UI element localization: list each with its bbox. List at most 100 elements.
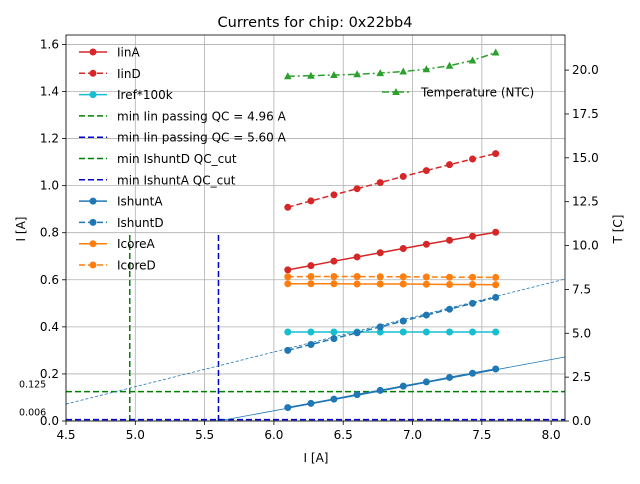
legend2-label-temperature-ntc: Temperature (NTC) xyxy=(420,86,534,100)
data-point-icorea-6 xyxy=(422,280,430,288)
y2-tick-label-4: 10.0 xyxy=(572,239,599,253)
legend-marker-icored xyxy=(89,261,97,269)
axes-layer: 0.125 0.006 4.5 5.0 5.5 6.0 6.5 7.0 7.5 8.0 0.0 0.2… xyxy=(19,34,599,442)
data-point-ishunta-9 xyxy=(492,365,500,373)
data-point-iina-7 xyxy=(446,236,454,244)
data-point-ishuntd-2 xyxy=(330,335,338,343)
data-point-icored-2 xyxy=(330,272,338,280)
legend-label-icorea: IcoreA xyxy=(117,237,156,251)
data-point-ishuntd-4 xyxy=(376,323,384,331)
x-tick-label-2: 5.5 xyxy=(195,428,214,442)
data-point-iina-3 xyxy=(353,253,361,261)
data-point-iref-100k-6 xyxy=(422,328,430,336)
x-axis-label: I [A] xyxy=(304,451,329,465)
data-point-iind-1 xyxy=(307,197,315,205)
data-point-temperature-ntc-9 xyxy=(491,48,500,56)
data-point-iind-5 xyxy=(399,172,407,180)
series-line-icored xyxy=(287,275,496,279)
y-tick-label-3: 0.6 xyxy=(40,273,59,287)
data-point-icored-6 xyxy=(422,273,430,281)
data-point-ishunta-4 xyxy=(376,386,384,394)
x-tick-label-0: 4.5 xyxy=(56,428,75,442)
data-point-icorea-4 xyxy=(376,280,384,288)
data-point-icored-3 xyxy=(353,272,361,280)
data-point-temperature-ntc-6 xyxy=(422,65,431,73)
legend-label-min-ishuntd-qc-cut: min IshuntD QC_cut xyxy=(117,152,237,166)
data-point-ishunta-3 xyxy=(353,391,361,399)
data-point-iina-0 xyxy=(284,266,292,274)
data-point-iind-6 xyxy=(422,167,430,175)
data-point-icored-1 xyxy=(307,272,315,280)
y-tick-label-0: 0.0 xyxy=(40,414,59,428)
data-point-iina-1 xyxy=(307,262,315,270)
data-point-ishunta-0 xyxy=(284,404,292,412)
data-point-iina-8 xyxy=(469,232,477,240)
data-point-temperature-ntc-1 xyxy=(307,71,315,79)
y-tick-label-4: 0.8 xyxy=(40,226,59,240)
y2-tick-label-3: 7.5 xyxy=(572,282,591,296)
data-point-iref-100k-2 xyxy=(330,328,338,336)
data-point-iina-4 xyxy=(376,249,384,257)
data-point-ishunta-6 xyxy=(422,378,430,386)
data-point-iina-2 xyxy=(330,257,338,265)
legend2-marker-temperature-ntc xyxy=(392,88,400,95)
data-point-icored-7 xyxy=(446,273,454,281)
data-point-ishuntd-5 xyxy=(399,317,407,325)
data-point-icored-4 xyxy=(376,273,384,281)
data-point-ishuntd-6 xyxy=(422,311,430,319)
data-point-temperature-ntc-8 xyxy=(468,56,477,64)
legend-label-min-iin-passing-qc-5-60-a: min Iin passing QC = 5.60 A xyxy=(117,131,287,145)
annotation-label-1: 0.006 xyxy=(19,408,46,419)
x-tick-label-6: 7.5 xyxy=(472,428,491,442)
data-point-icorea-2 xyxy=(330,280,338,288)
data-point-temperature-ntc-5 xyxy=(399,67,408,75)
data-point-icorea-9 xyxy=(492,281,500,289)
legend-marker-ishunta xyxy=(89,197,97,205)
data-point-iind-4 xyxy=(376,179,384,187)
data-point-icorea-8 xyxy=(469,280,477,288)
data-point-icorea-7 xyxy=(446,280,454,288)
x-tick-label-7: 8.0 xyxy=(542,428,561,442)
plot-clipped-group xyxy=(66,48,565,421)
legend-label-icored: IcoreD xyxy=(117,259,156,273)
data-point-iind-2 xyxy=(330,191,338,199)
legend-layer: IinA IinD Iref*100k min Iin passing QC = 4.… xyxy=(79,46,534,273)
x-tick-label-4: 6.5 xyxy=(334,428,353,442)
data-point-temperature-ntc-4 xyxy=(376,69,385,77)
data-point-iina-5 xyxy=(399,244,407,252)
legend-marker-iind xyxy=(89,69,97,77)
legend-marker-icorea xyxy=(89,240,97,248)
data-point-ishunta-2 xyxy=(330,395,338,403)
y2-tick-label-0: 0.0 xyxy=(572,414,591,428)
data-point-icorea-3 xyxy=(353,280,361,288)
y-tick-label-8: 1.6 xyxy=(40,37,59,51)
y2-axis-label: T [C] xyxy=(611,215,625,245)
data-point-icorea-5 xyxy=(399,280,407,288)
data-point-icored-5 xyxy=(399,273,407,281)
y2-tick-label-5: 12.5 xyxy=(572,195,599,209)
plot-frame xyxy=(65,34,566,422)
legend-label-iina: IinA xyxy=(117,46,140,60)
y2-tick-label-1: 2.5 xyxy=(572,370,591,384)
y2-tick-label-8: 20.0 xyxy=(572,63,599,77)
data-point-ishunta-8 xyxy=(469,369,477,377)
x-tick-label-3: 6.0 xyxy=(264,428,283,442)
data-point-iref-100k-7 xyxy=(446,328,454,336)
y2-tick-label-7: 17.5 xyxy=(572,107,599,121)
data-point-temperature-ntc-2 xyxy=(330,71,338,79)
data-point-ishuntd-3 xyxy=(353,329,361,337)
data-point-iind-8 xyxy=(469,155,477,163)
data-point-icored-9 xyxy=(492,273,500,281)
legend-label-iind: IinD xyxy=(117,67,141,81)
data-point-temperature-ntc-0 xyxy=(283,72,292,80)
data-point-icored-0 xyxy=(284,273,292,281)
y-tick-label-6: 1.2 xyxy=(40,132,59,146)
series-line-ishunta xyxy=(287,368,496,409)
data-point-ishuntd-9 xyxy=(492,293,500,301)
plot-layer xyxy=(66,48,565,421)
series-line-temperature-ntc xyxy=(287,51,496,77)
data-point-iref-100k-1 xyxy=(307,328,315,336)
y-tick-label-7: 1.4 xyxy=(40,84,59,98)
